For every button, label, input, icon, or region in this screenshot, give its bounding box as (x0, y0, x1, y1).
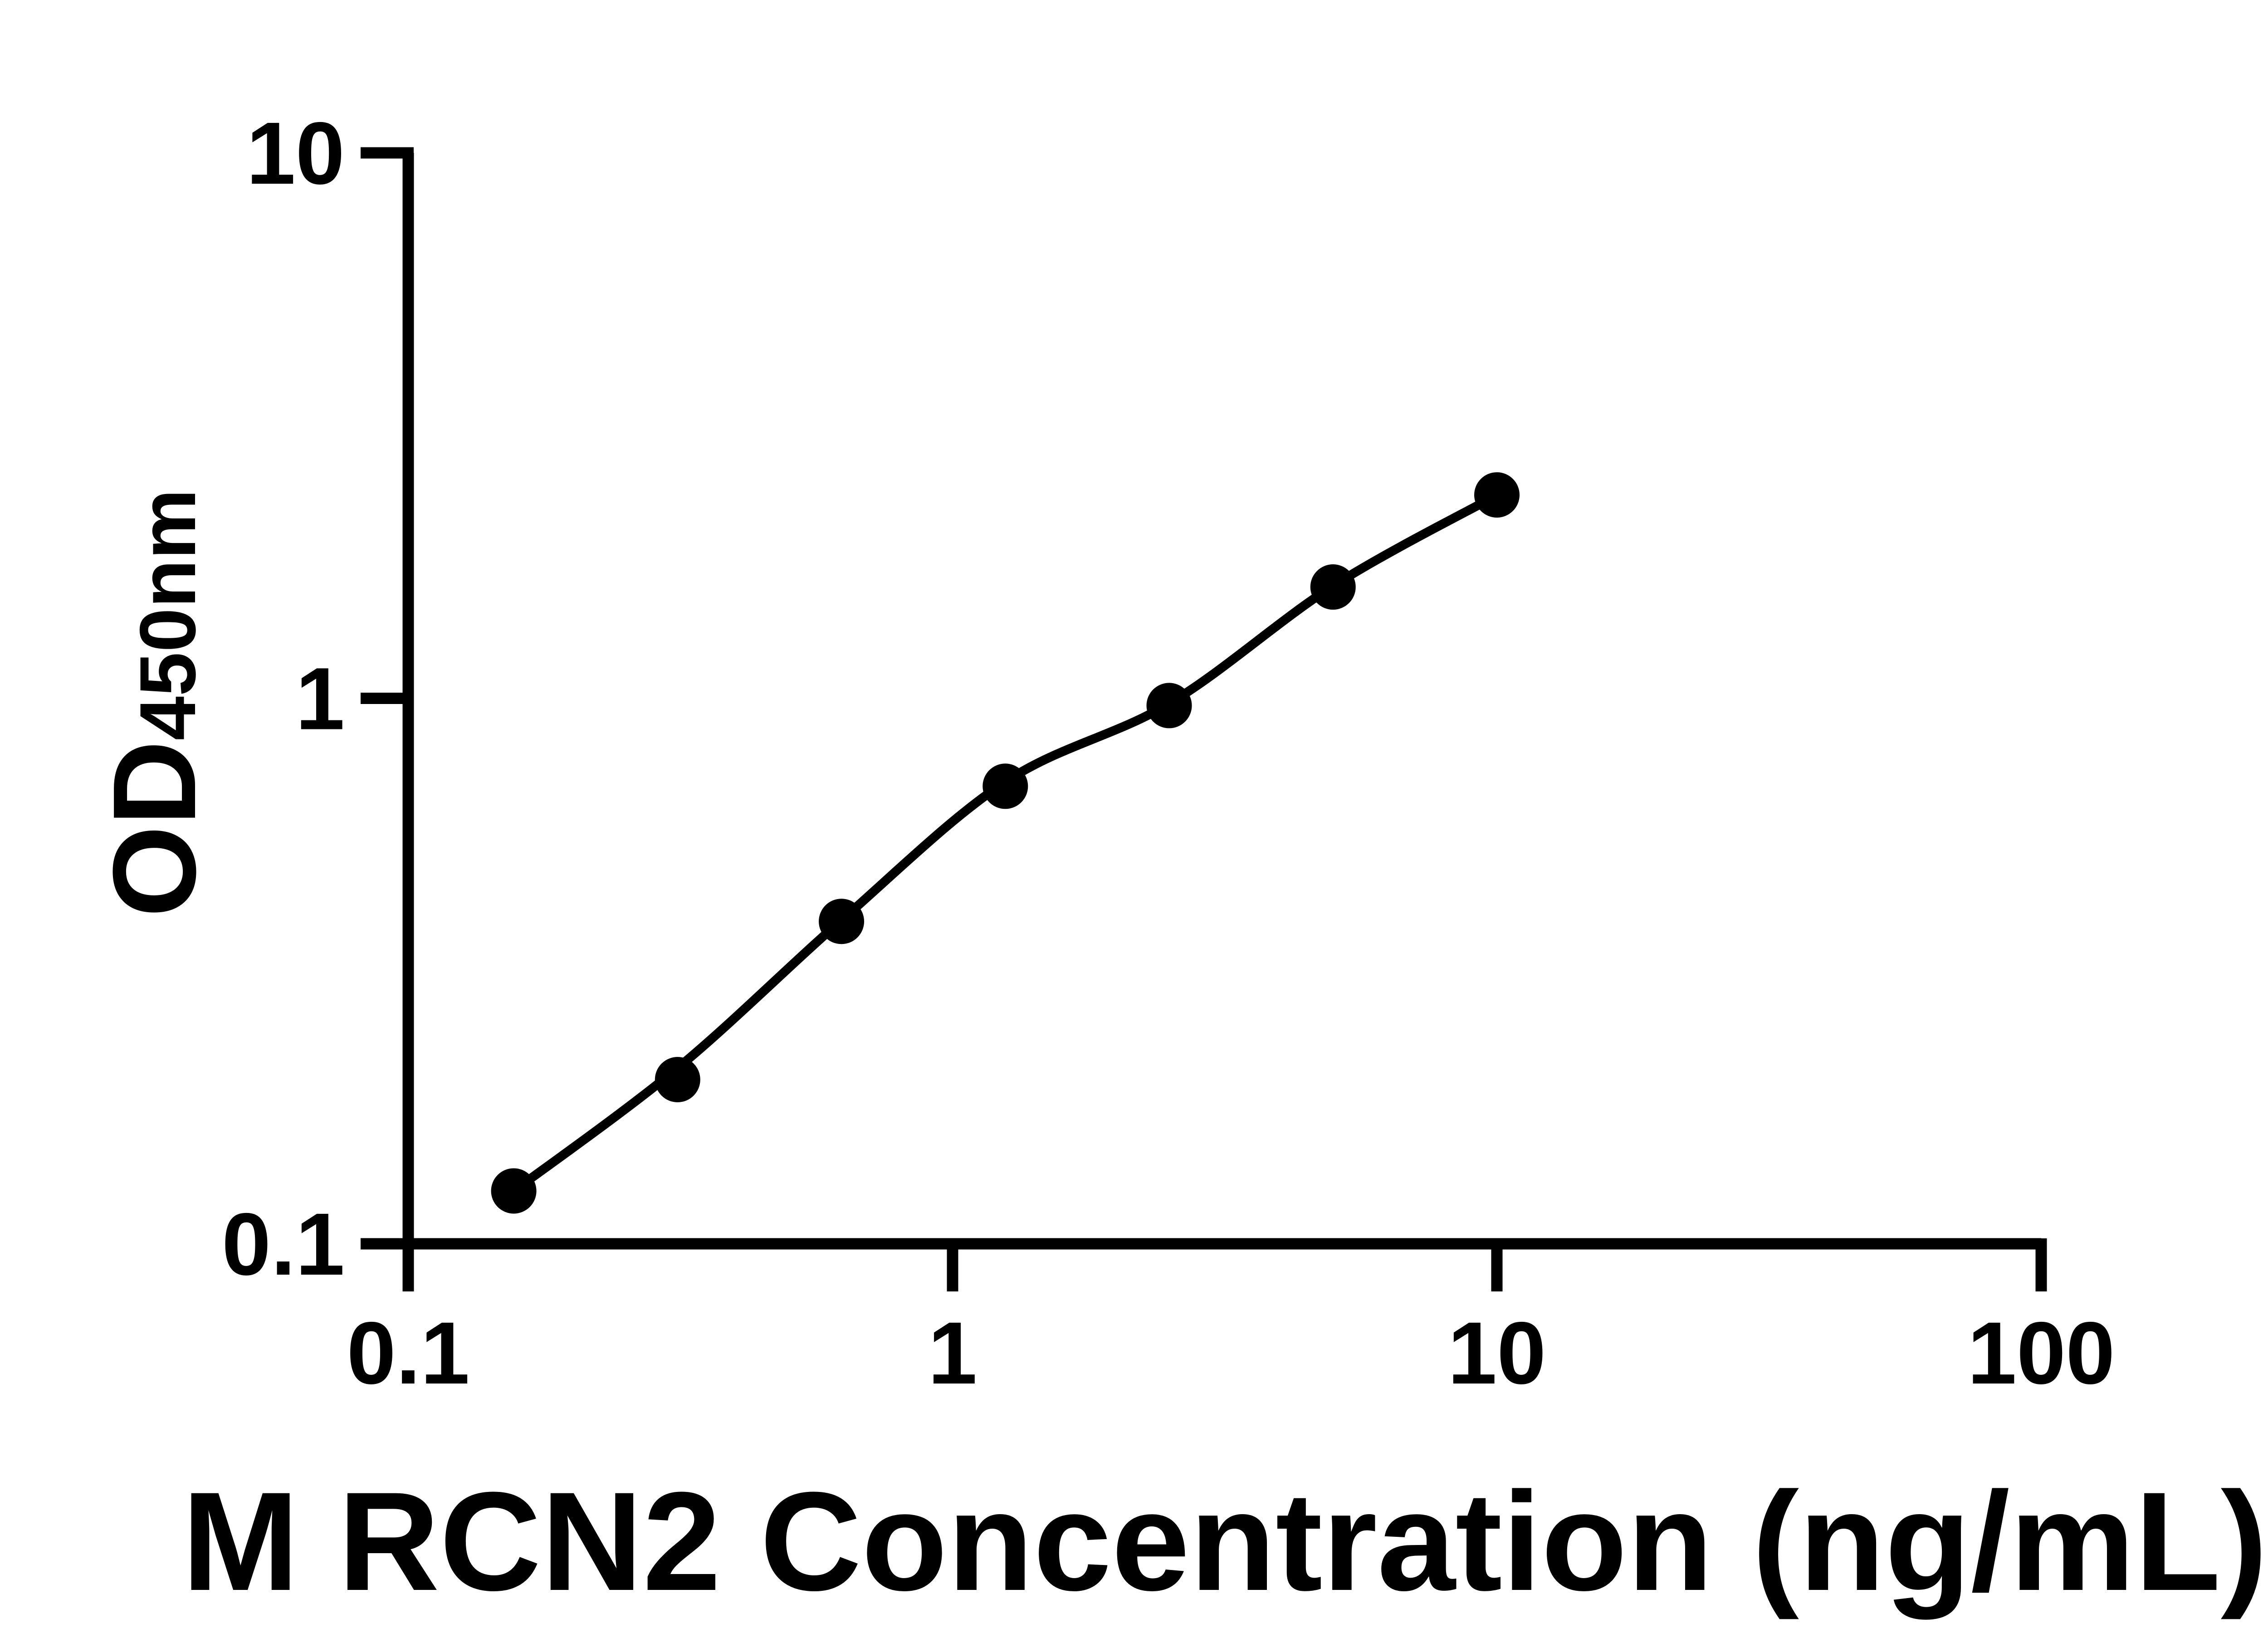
data-point (1310, 564, 1356, 610)
x-axis-ticks (402, 1238, 2047, 1291)
x-tick-label: 0.1 (347, 1304, 469, 1403)
y-tick-label: 0.1 (222, 1195, 345, 1294)
y-axis-tick-labels: 0.1 1 10 (222, 104, 345, 1294)
axis-lines (402, 153, 2041, 1250)
data-point (819, 899, 865, 944)
data-point (982, 763, 1028, 809)
data-point (1146, 683, 1192, 728)
y-axis-title: OD450nm (89, 489, 220, 917)
x-axis-tick-labels: 0.1 1 10 100 (347, 1304, 2115, 1403)
data-point (655, 1057, 700, 1103)
x-tick-label: 100 (1967, 1304, 2115, 1403)
y-tick-label: 10 (246, 104, 345, 203)
x-tick-label: 1 (928, 1304, 977, 1403)
data-point (1474, 472, 1520, 518)
x-tick-label: 10 (1448, 1304, 1546, 1403)
x-axis-title: M RCN2 Concentration (ng/mL) (182, 1462, 2268, 1621)
y-axis-title-main: OD (89, 740, 220, 917)
y-axis-title-sub: 450nm (124, 489, 212, 740)
data-points (491, 472, 1520, 1214)
data-point (491, 1168, 537, 1214)
y-tick-label: 1 (296, 650, 345, 748)
